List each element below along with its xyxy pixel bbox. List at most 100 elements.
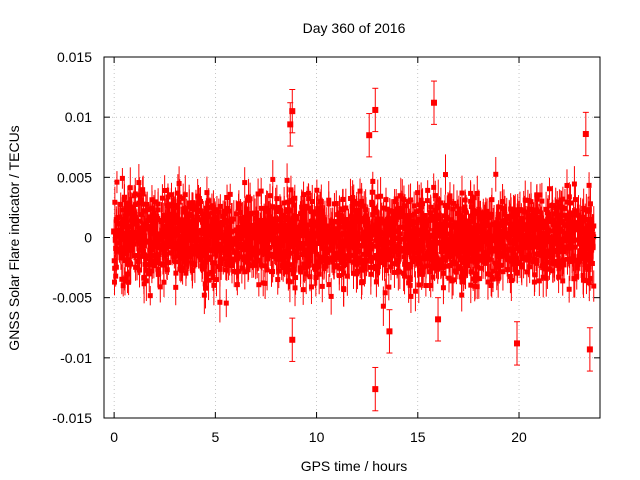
data-point xyxy=(553,205,559,211)
data-point xyxy=(127,229,133,235)
data-point xyxy=(139,247,145,253)
data-point xyxy=(513,220,519,226)
data-point xyxy=(549,203,555,209)
data-point xyxy=(254,217,260,223)
data-point xyxy=(419,204,425,210)
data-point xyxy=(203,285,209,291)
data-point xyxy=(125,223,131,229)
data-point xyxy=(480,259,486,265)
data-point xyxy=(434,216,440,222)
data-point xyxy=(398,214,404,220)
data-point xyxy=(255,191,261,197)
data-point xyxy=(489,275,495,281)
data-point xyxy=(398,193,404,199)
data-point xyxy=(305,252,311,258)
data-point xyxy=(127,185,133,191)
data-point xyxy=(278,216,284,222)
data-point xyxy=(253,222,259,228)
data-point xyxy=(229,245,235,251)
data-point xyxy=(392,199,398,205)
data-point xyxy=(331,201,337,207)
data-point xyxy=(369,189,375,195)
data-point xyxy=(210,221,216,227)
data-point xyxy=(398,248,404,254)
data-point xyxy=(120,253,126,259)
data-point xyxy=(375,194,381,200)
data-point xyxy=(267,234,273,240)
data-point xyxy=(572,276,578,282)
data-point xyxy=(507,273,513,279)
data-point xyxy=(225,218,231,224)
data-point xyxy=(540,248,546,254)
data-point xyxy=(257,227,263,233)
data-point xyxy=(357,260,363,266)
data-point xyxy=(375,245,381,251)
data-point xyxy=(518,215,524,221)
data-point xyxy=(411,203,417,209)
data-point xyxy=(293,216,299,222)
data-point xyxy=(566,286,572,292)
data-point xyxy=(561,244,567,250)
data-point xyxy=(168,218,174,224)
data-point xyxy=(393,246,399,252)
data-point xyxy=(529,223,535,229)
data-point xyxy=(413,250,419,256)
data-point xyxy=(586,264,592,270)
data-point xyxy=(276,223,282,229)
data-point xyxy=(328,234,334,240)
data-point xyxy=(388,247,394,253)
data-point xyxy=(459,226,465,232)
data-point xyxy=(391,269,397,275)
data-point xyxy=(587,201,593,207)
data-point xyxy=(433,254,439,260)
data-point xyxy=(268,220,274,226)
data-point xyxy=(139,232,145,238)
data-point xyxy=(510,250,516,256)
data-point xyxy=(574,208,580,214)
data-point xyxy=(583,257,589,263)
data-point xyxy=(216,248,222,254)
data-point xyxy=(180,195,186,201)
data-point xyxy=(209,269,215,275)
data-point xyxy=(309,240,315,246)
data-point xyxy=(550,268,556,274)
data-point xyxy=(254,258,260,264)
data-point xyxy=(313,240,319,246)
data-point xyxy=(419,265,425,271)
data-point xyxy=(438,200,444,206)
data-point xyxy=(433,212,439,218)
data-point xyxy=(584,242,590,248)
data-point xyxy=(217,266,223,272)
data-point xyxy=(492,260,498,266)
data-point xyxy=(427,245,433,251)
data-point xyxy=(187,246,193,252)
data-point xyxy=(409,218,415,224)
data-point xyxy=(270,204,276,210)
data-point xyxy=(160,262,166,268)
data-point xyxy=(514,269,520,275)
data-point xyxy=(406,199,412,205)
data-point xyxy=(209,210,215,216)
data-point xyxy=(498,223,504,229)
data-point xyxy=(455,210,461,216)
data-point xyxy=(257,249,263,255)
data-point xyxy=(266,226,272,232)
data-point xyxy=(431,228,437,234)
data-point xyxy=(130,221,136,227)
data-point xyxy=(250,227,256,233)
data-point xyxy=(223,300,229,306)
data-point xyxy=(468,204,474,210)
data-point xyxy=(205,241,211,247)
data-point xyxy=(441,248,447,254)
data-point xyxy=(233,211,239,217)
data-point xyxy=(147,247,153,253)
data-point xyxy=(351,216,357,222)
data-point xyxy=(214,232,220,238)
data-point xyxy=(223,267,229,273)
data-point xyxy=(173,284,179,290)
data-point xyxy=(290,271,296,277)
data-point xyxy=(540,274,546,280)
data-point xyxy=(524,269,530,275)
data-point xyxy=(587,257,593,263)
data-point xyxy=(246,197,252,203)
